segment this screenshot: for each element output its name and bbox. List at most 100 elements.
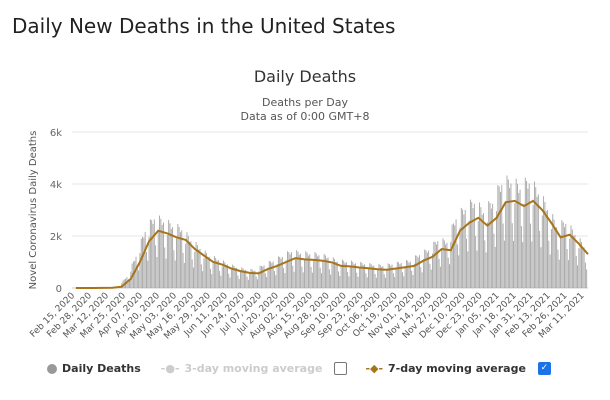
legend-daily-deaths[interactable]: Daily Deaths <box>47 362 141 375</box>
bar-daily-deaths <box>207 257 209 288</box>
bar-daily-deaths <box>425 250 427 288</box>
bar-daily-deaths <box>560 236 562 288</box>
bar-daily-deaths <box>552 214 554 288</box>
bar-daily-deaths <box>564 227 565 288</box>
circle-icon <box>47 363 58 374</box>
bar-daily-deaths <box>386 269 388 288</box>
bar-daily-deaths <box>413 263 415 288</box>
bar-daily-deaths <box>434 242 436 288</box>
bar-daily-deaths <box>326 258 328 288</box>
bar-daily-deaths <box>584 262 586 288</box>
bar-daily-deaths <box>193 267 194 288</box>
bar-daily-deaths <box>526 180 528 288</box>
legend-7day[interactable]: -◆- 7-day moving average <box>365 362 526 375</box>
bar-daily-deaths <box>250 268 252 288</box>
bar-daily-deaths <box>468 220 470 288</box>
y-tick-label: 4k <box>50 180 62 191</box>
bar-daily-deaths <box>514 203 516 288</box>
bar-daily-deaths <box>139 253 141 288</box>
bar-daily-deaths <box>267 267 269 288</box>
checkbox-7day[interactable]: ✓ <box>537 362 551 375</box>
bar-daily-deaths <box>452 223 454 288</box>
bar-daily-deaths <box>581 242 582 288</box>
bar-daily-deaths <box>279 256 281 288</box>
bar-daily-deaths <box>390 265 392 288</box>
bar-daily-deaths <box>195 242 197 288</box>
bar-daily-deaths <box>454 225 456 288</box>
bar-daily-deaths <box>377 269 379 288</box>
bar-daily-deaths <box>305 251 307 288</box>
bar-daily-deaths <box>234 268 236 288</box>
bar-daily-deaths <box>335 262 337 288</box>
bar-daily-deaths <box>181 230 183 288</box>
bar-daily-deaths <box>182 252 184 288</box>
bar-daily-deaths <box>420 267 422 288</box>
bar-daily-deaths <box>483 213 484 288</box>
bar-daily-deaths <box>485 252 487 288</box>
checkbox-3day[interactable] <box>334 362 348 375</box>
bar-daily-deaths <box>166 235 168 288</box>
bar-daily-deaths <box>260 265 262 288</box>
bar-daily-deaths <box>280 258 282 288</box>
bar-daily-deaths <box>366 277 368 288</box>
legend-3day[interactable]: -●- 3-day moving average <box>161 362 323 375</box>
bar-daily-deaths <box>210 268 211 288</box>
bar-daily-deaths <box>174 260 176 288</box>
bar-daily-deaths <box>388 264 390 288</box>
bar-daily-deaths <box>441 249 443 288</box>
bar-daily-deaths <box>451 224 453 288</box>
bar-daily-deaths <box>198 249 200 288</box>
bar-daily-deaths <box>362 265 364 288</box>
bar-daily-deaths <box>511 223 513 288</box>
bar-daily-deaths <box>355 263 356 288</box>
bar-daily-deaths <box>143 237 145 288</box>
bar-daily-deaths <box>147 260 149 288</box>
bar-daily-deaths <box>398 262 400 288</box>
bar-daily-deaths <box>535 187 537 288</box>
bar-daily-deaths <box>311 272 313 288</box>
bar-daily-deaths <box>300 253 302 288</box>
bar-daily-deaths <box>539 230 541 288</box>
bar-daily-deaths <box>259 265 261 288</box>
bar-daily-deaths <box>203 258 205 288</box>
bar-daily-deaths <box>287 251 289 288</box>
bar-daily-deaths <box>524 177 526 288</box>
bar-daily-deaths <box>348 276 350 288</box>
bar-daily-deaths <box>582 247 584 288</box>
bar-daily-deaths <box>365 273 367 288</box>
bar-daily-deaths <box>140 238 142 288</box>
bar-daily-deaths <box>557 249 559 288</box>
bar-daily-deaths <box>345 262 347 288</box>
bar-daily-deaths <box>298 254 300 288</box>
bar-daily-deaths <box>486 222 488 288</box>
bar-daily-deaths <box>330 274 332 288</box>
bar-daily-deaths <box>439 266 441 288</box>
bar-daily-deaths <box>323 253 325 288</box>
bar-daily-deaths <box>573 235 575 288</box>
legend: Daily Deaths -●- 3-day moving average -◆-… <box>0 362 610 375</box>
legend-label: 7-day moving average <box>388 362 526 375</box>
bar-daily-deaths <box>277 256 279 288</box>
bar-daily-deaths <box>289 254 291 288</box>
bar-daily-deaths <box>360 261 362 288</box>
bar-daily-deaths <box>172 227 174 288</box>
bar-daily-deaths <box>229 277 231 288</box>
bar-daily-deaths <box>395 267 397 288</box>
bar-daily-deaths <box>306 252 308 288</box>
bar-daily-deaths <box>347 271 349 288</box>
bar-daily-deaths <box>537 194 539 288</box>
bar-daily-deaths <box>497 185 499 288</box>
bar-daily-deaths <box>475 236 477 288</box>
bar-daily-deaths <box>223 260 224 288</box>
bar-daily-deaths <box>422 259 424 288</box>
bar-daily-deaths <box>271 263 273 288</box>
bar-daily-deaths <box>313 260 315 288</box>
line-marker-icon: -●- <box>160 362 180 375</box>
bar-daily-deaths <box>473 203 475 288</box>
bar-daily-deaths <box>302 272 304 288</box>
bar-daily-deaths <box>500 191 501 288</box>
bar-daily-deaths <box>442 238 444 288</box>
bar-daily-deaths <box>135 256 137 288</box>
bar-daily-deaths <box>162 222 164 288</box>
bar-daily-deaths <box>421 272 423 288</box>
